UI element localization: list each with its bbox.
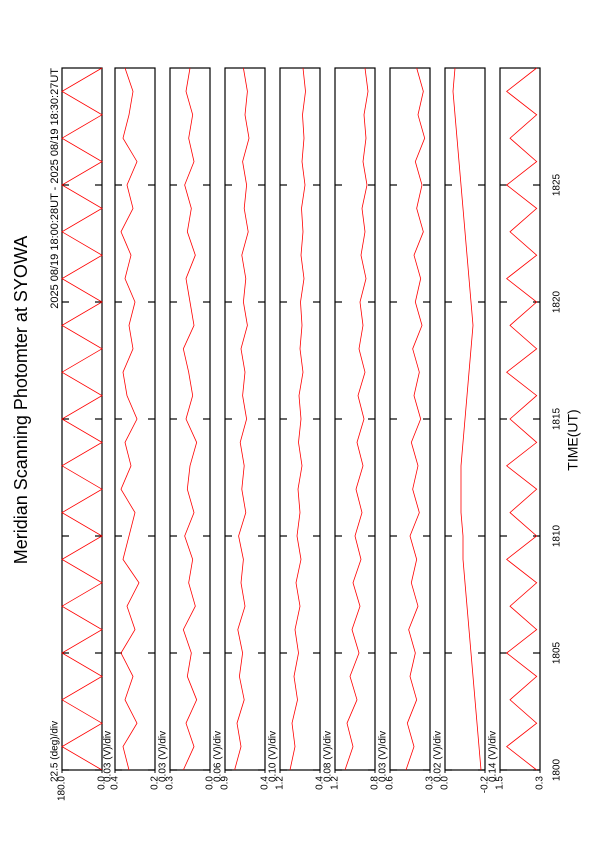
- x-tick-label: 1820: [552, 290, 563, 313]
- x-tick-label: 1815: [552, 407, 563, 430]
- scale-label: 0.06 (V)/div: [213, 731, 224, 782]
- signal-line: [120, 67, 140, 771]
- signal-line: [506, 67, 538, 771]
- x-tick-label: 1810: [552, 524, 563, 547]
- y-tick-label: 1.2: [330, 776, 341, 790]
- y-tick-label: 0.4: [260, 776, 271, 790]
- y-tick-label: 0.3: [165, 776, 176, 790]
- signal-line: [405, 67, 426, 771]
- scale-label: 0.10 (V)/div: [268, 731, 279, 782]
- y-tick-label: 0.6: [385, 776, 396, 790]
- x-tick-label: 1825: [552, 173, 563, 196]
- signal-line: [289, 67, 306, 771]
- signal-line: [234, 67, 250, 771]
- y-tick-label: 0.8: [370, 776, 381, 790]
- scale-label: 0.02 (V)/div: [433, 731, 444, 782]
- y-tick-label: 1.5: [495, 776, 506, 790]
- y-tick-label: 1.2: [275, 776, 286, 790]
- y-tick-label: 0.9: [220, 776, 231, 790]
- y-tick-label: 0.3: [425, 776, 436, 790]
- signal-line: [344, 67, 369, 771]
- signal-line: [182, 67, 198, 771]
- x-axis-label: TIME(UT): [565, 409, 581, 470]
- y-tick-label: -0.2: [480, 776, 491, 794]
- x-tick-label: 1800: [552, 758, 563, 781]
- figure: Meridian Scanning Photomter at SYOWA 202…: [11, 67, 581, 801]
- signal-line: [61, 67, 103, 771]
- chart-title: Meridian Scanning Photomter at SYOWA: [11, 236, 31, 564]
- signal-line: [452, 67, 482, 771]
- scale-label: 0.03 (V)/div: [158, 731, 169, 782]
- y-tick-label: 0.4: [315, 776, 326, 790]
- y-tick-label: 0.3: [535, 776, 546, 790]
- y-tick-label: 0.4: [110, 776, 121, 790]
- scale-label: 0.08 (V)/div: [323, 731, 334, 782]
- time-range: 2025 08/19 18:00:28UT - 2025 08/19 18:30…: [49, 68, 61, 309]
- scale-label: 0.03 (V)/div: [378, 731, 389, 782]
- y-tick-label: 0.2: [150, 776, 161, 790]
- y-tick-label: 0.0: [205, 776, 216, 790]
- y-tick-label: 0.0: [97, 776, 108, 790]
- scale-label: 0.03 (V)/div: [103, 731, 114, 782]
- x-tick-label: 1805: [552, 641, 563, 664]
- scale-label: 22.5 (deg)/div: [50, 721, 61, 782]
- y-tick-label: 0.0: [440, 776, 451, 790]
- scale-label: 0.14 (V)/div: [488, 731, 499, 782]
- y-tick-label: 180.0: [57, 776, 68, 801]
